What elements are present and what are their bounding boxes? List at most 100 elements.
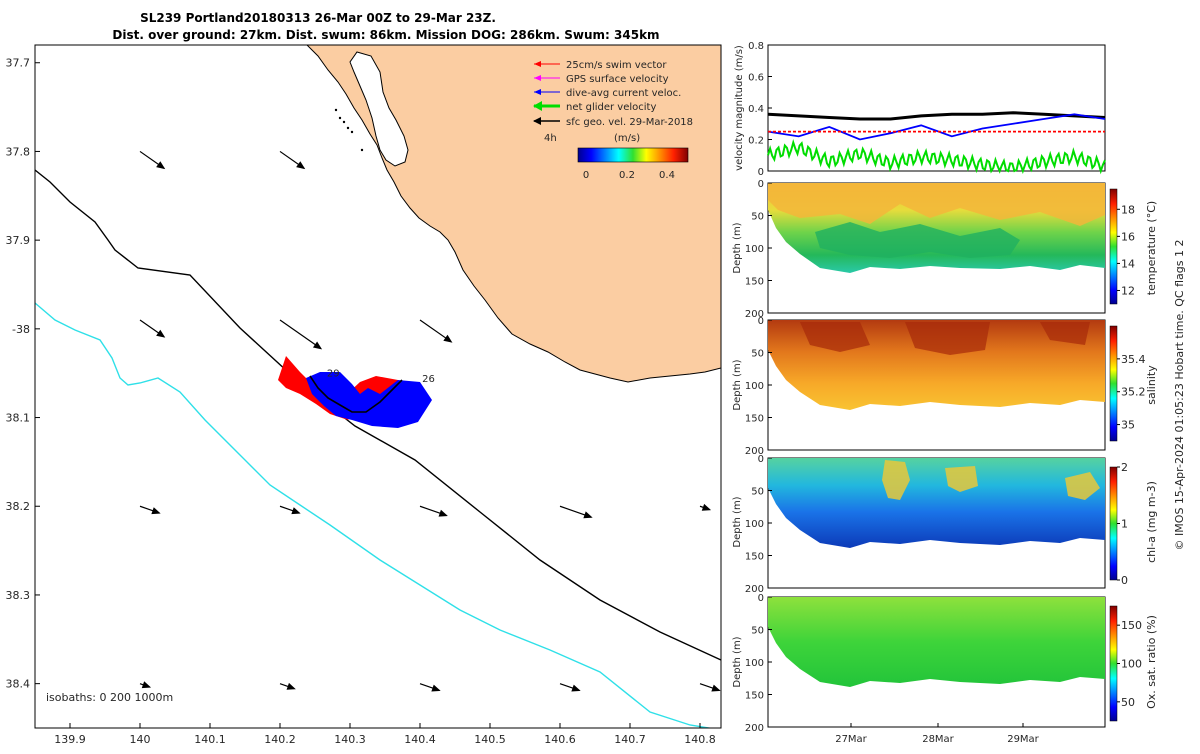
sfc-arrow-head: [141, 681, 152, 689]
oxygen-panel: 0 50 100 150 200 Depth (m) 50 100 150 Ox. sat.…: [732, 593, 1158, 745]
glider-track: [278, 356, 432, 428]
salinity-y-tick-label: 200: [745, 446, 764, 457]
map-x-tick-label: 140.6: [544, 733, 576, 746]
oxygen-ylabel: Depth (m): [732, 636, 743, 687]
legend-item-dive-avg: dive-avg current veloc.: [534, 88, 681, 99]
map-y-tick-label: 37.7: [6, 57, 31, 70]
oxygen-y-ticks: 0 50 100 150 200: [745, 593, 772, 734]
map-y-tick-label: 38.1: [6, 412, 31, 425]
velocity-series-line: [767, 111, 1106, 121]
legend-item-gps: GPS surface velocity: [534, 74, 669, 85]
oxygen-colorbar-tick-label: 100: [1121, 658, 1142, 671]
chla-bloom-patches: [882, 460, 1100, 500]
chla-panel: 0 50 100 150 200 Depth (m) 0 1 2 chl-a (mg m-3…: [732, 454, 1158, 595]
velocity-series: [767, 111, 1106, 175]
map-frame: [34, 44, 722, 729]
salinity-y-tick-label: 100: [745, 381, 764, 392]
chla-y-tick-label: 200: [745, 584, 764, 595]
chla-clabel: chl-a (mg m-3): [1145, 481, 1158, 563]
oxygen-y-tick-label: 150: [745, 691, 764, 702]
map-x-tick-label: 140: [130, 733, 151, 746]
temperature-y-tick-label: 100: [745, 244, 764, 255]
salinity-y-tick-label: 0: [758, 316, 764, 327]
legend-item-net: net glider velocity: [533, 101, 656, 113]
colorbar-title: (m/s): [614, 133, 640, 144]
chla-colorbar-ticks: 0 1 2: [1117, 461, 1128, 587]
salinity-high-patch: [800, 322, 1090, 355]
velocity-y-tick-label: 0.8: [748, 41, 764, 52]
salinity-y-tick-label: 150: [745, 414, 764, 425]
isobath-1000m: [35, 302, 713, 728]
temperature-y-tick-label: 0: [758, 179, 764, 190]
inlet-water: [349, 51, 409, 167]
map-x-tick-label: 139.9: [54, 733, 86, 746]
temperature-panel: 0 50 100 150 200 Depth (m) 12 14 16 18 temperat…: [732, 179, 1158, 320]
map-y-tick-label: 38.2: [6, 500, 31, 513]
surface-velocity-arrows: [139, 150, 721, 692]
oxygen-y-tick-label: 0: [758, 593, 764, 604]
day-label-29: 29: [327, 369, 340, 380]
map-y-ticks: 37.7 37.8 37.9 -38 38.1 38.2 38.3 38.4: [6, 57, 40, 691]
chla-y-ticks: 0 50 100 150 200: [745, 454, 772, 595]
legend-label-sfc-geo: sfc geo. vel. 29-Mar-2018: [566, 117, 693, 128]
land-mass: [306, 45, 721, 383]
velocity-series-line: [767, 138, 1106, 175]
chla-y-tick-label: 0: [758, 454, 764, 465]
sfc-arrow-head: [286, 682, 296, 690]
sfc-arrow-head: [156, 329, 166, 338]
oxygen-colorbar-tick-label: 150: [1121, 619, 1142, 632]
chla-colorbar-tick-label: 1: [1121, 518, 1128, 531]
salinity-colorbar: [1109, 325, 1118, 442]
time-x-ticks: 27Mar 28Mar 29Mar: [835, 723, 1040, 745]
salinity-y-tick-label: 50: [751, 349, 764, 360]
chla-colorbar: [1109, 466, 1118, 581]
colorbar-tick-0: 0: [583, 170, 589, 181]
temperature-warm-layer: [768, 183, 1105, 226]
temperature-colorbar-tick-label: 14: [1121, 257, 1135, 270]
velocity-y-tick-label: 0.2: [748, 136, 764, 147]
map-legend: 25cm/s swim vector GPS surface velocity …: [533, 60, 693, 181]
map-y-tick-label: 38.3: [6, 589, 31, 602]
day-label-26: 26: [422, 374, 435, 385]
chla-section: [768, 458, 1105, 548]
velocity-plot-area: [767, 44, 1106, 172]
map-y-tick-label: 37.8: [6, 145, 31, 158]
oxygen-colorbar-tick-label: 50: [1121, 696, 1135, 709]
temperature-cold-patch: [815, 222, 1020, 258]
temperature-y-tick-label: 200: [745, 309, 764, 320]
map-y-tick-label: 37.9: [6, 234, 31, 247]
time-x-tick-label: 28Mar: [922, 734, 954, 745]
map-panel: 29 26 139.9 140 140.1 140.2 140.3 140.4 140.5 1…: [6, 44, 722, 746]
sfc-arrow-head: [156, 161, 166, 170]
speed-colorbar: [577, 147, 689, 163]
time-x-tick-label: 27Mar: [835, 734, 867, 745]
temperature-clabel: temperature (°C): [1145, 201, 1158, 295]
time-x-tick-label: 29Mar: [1007, 734, 1039, 745]
sfc-arrow-head: [312, 341, 323, 350]
map-x-ticks: 139.9 140 140.1 140.2 140.3 140.4 140.5 140.6 14…: [54, 723, 716, 746]
chla-y-tick-label: 150: [745, 552, 764, 563]
legend-label-net: net glider velocity: [566, 102, 656, 113]
map-x-tick-label: 140.5: [474, 733, 506, 746]
chla-ylabel: Depth (m): [732, 496, 743, 547]
legend-label-swim: 25cm/s swim vector: [566, 60, 667, 71]
map-x-tick-label: 140.8: [684, 733, 716, 746]
temperature-colorbar-tick-label: 18: [1121, 203, 1135, 216]
sfc-arrow-head: [431, 684, 441, 692]
legend-label-dive-avg: dive-avg current veloc.: [566, 88, 681, 99]
temperature-colorbar: [1109, 188, 1118, 305]
oxygen-section: [768, 597, 1105, 687]
oxygen-y-tick-label: 50: [751, 626, 764, 637]
legend-item-sfc-geo: sfc geo. vel. 29-Mar-2018: [533, 117, 693, 128]
glider-path: [309, 375, 403, 413]
sfc-arrow-head: [711, 684, 721, 692]
oxygen-colorbar-ticks: 50 100 150: [1117, 619, 1142, 709]
temperature-y-tick-label: 50: [751, 212, 764, 223]
velocity-series-line: [767, 113, 1106, 141]
chla-y-tick-label: 100: [745, 519, 764, 530]
temperature-colorbar-ticks: 12 14 16 18: [1117, 203, 1135, 297]
map-x-tick-label: 140.4: [404, 733, 436, 746]
velocity-y-ticks: 0 0.2 0.4 0.6 0.8: [748, 41, 772, 178]
oxygen-colorbar: [1109, 605, 1118, 722]
